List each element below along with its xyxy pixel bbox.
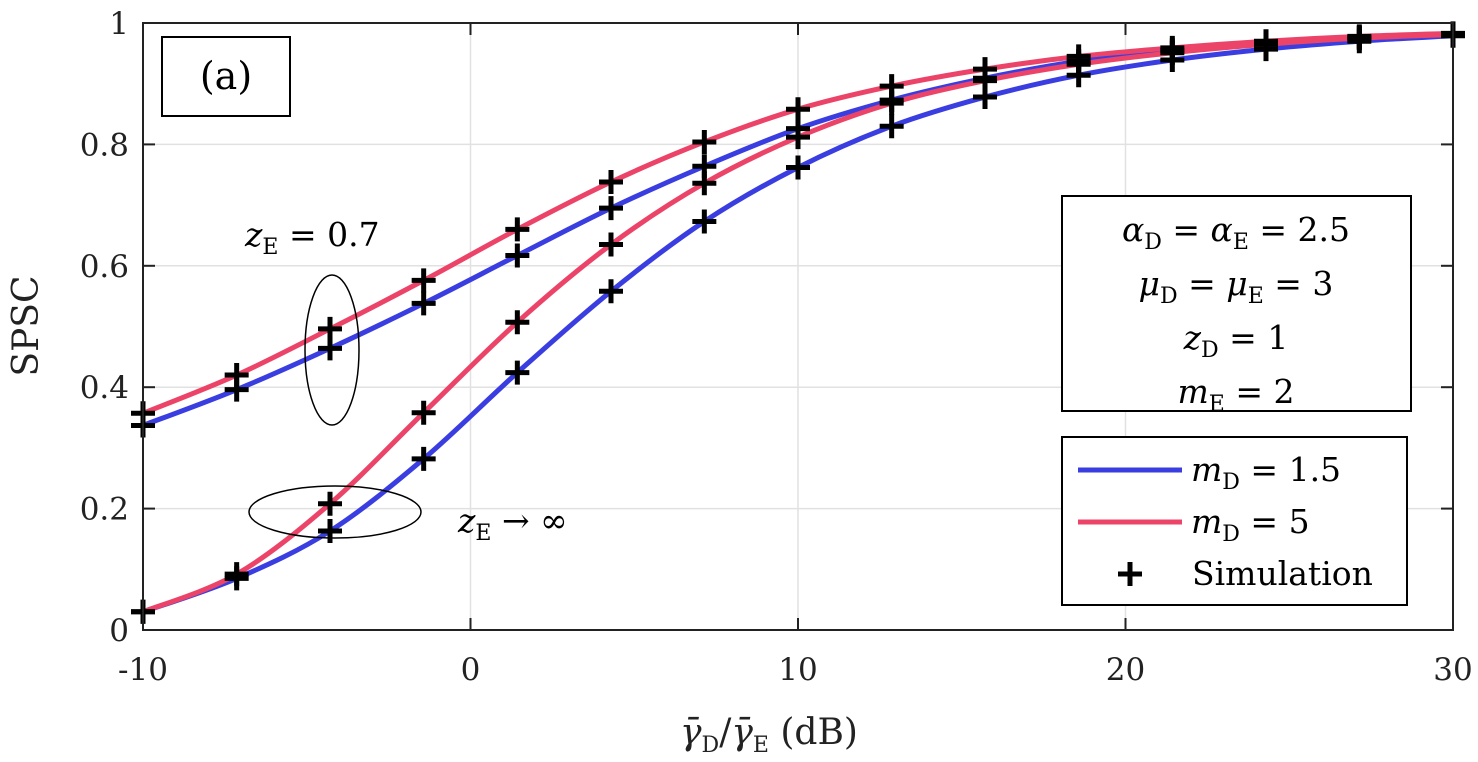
simulation-marker bbox=[879, 114, 904, 139]
series-line-3 bbox=[142, 32, 1454, 615]
group-ellipse-z-0.7 bbox=[304, 274, 360, 426]
y-tick-label: 1 bbox=[109, 6, 129, 42]
parameter-line: μD = μE = 3 bbox=[1139, 264, 1334, 309]
simulation-marker bbox=[786, 155, 810, 180]
panel-label-box bbox=[161, 36, 291, 117]
simulation-marker bbox=[786, 125, 810, 150]
simulation-marker bbox=[786, 97, 810, 122]
y-tick-label: 0.2 bbox=[80, 492, 129, 528]
x-tick-label: 0 bbox=[461, 652, 481, 688]
simulation-marker bbox=[598, 170, 623, 195]
simulation-marker bbox=[1160, 40, 1185, 65]
x-tick-label: 20 bbox=[1106, 652, 1145, 688]
x-tick-label: 30 bbox=[1433, 652, 1472, 688]
simulation-marker bbox=[598, 196, 623, 221]
simulation-marker bbox=[318, 519, 343, 544]
annotation-z-0.7: zE = 0.7 bbox=[244, 215, 380, 260]
plot-frame bbox=[142, 22, 1454, 631]
simulation-marker bbox=[1066, 52, 1091, 77]
simulation-marker bbox=[318, 491, 343, 516]
series-line-1 bbox=[142, 30, 1454, 416]
legend-label: Simulation bbox=[1192, 554, 1373, 593]
parameter-lines: αD = αE = 2.5 μD = μE = 3 zD = 1 mE = 2 bbox=[1122, 210, 1350, 417]
simulation-marker bbox=[692, 129, 717, 154]
parameter-line: αD = αE = 2.5 bbox=[1122, 210, 1350, 255]
y-tick-label: 0 bbox=[109, 613, 129, 649]
x-axis-label: γ̄D/γ̄E (dB) bbox=[680, 712, 858, 758]
simulation-marker bbox=[879, 91, 904, 116]
parameter-line: mE = 2 bbox=[1178, 372, 1295, 417]
simulation-marker bbox=[411, 400, 436, 425]
simulation-marker bbox=[505, 243, 530, 268]
panel-label: (a) bbox=[200, 54, 252, 98]
simulation-marker bbox=[505, 217, 530, 242]
simulation-marker bbox=[411, 446, 436, 471]
legend-label: mD = 1.5 bbox=[1191, 450, 1341, 495]
simulation-marker bbox=[224, 562, 249, 587]
series-line-2 bbox=[142, 33, 1454, 615]
simulation-marker bbox=[1254, 32, 1278, 57]
simulation-marker bbox=[692, 209, 717, 234]
simulation-marker bbox=[598, 279, 623, 304]
simulation-marker bbox=[692, 171, 717, 196]
simulation-marker bbox=[598, 232, 623, 257]
simulation-marker bbox=[411, 291, 436, 316]
legend: mD = 1.5 mD = 5 Simulation bbox=[1078, 450, 1373, 593]
x-tick-label: -10 bbox=[118, 652, 168, 688]
simulation-marker bbox=[973, 68, 998, 93]
simulation-marker bbox=[411, 268, 436, 293]
simulation-markers bbox=[131, 21, 1465, 624]
y-tick-label: 0.4 bbox=[80, 370, 129, 406]
series-lines bbox=[142, 30, 1454, 615]
legend-label: mD = 5 bbox=[1191, 502, 1310, 547]
legend-swatch-marker bbox=[1118, 562, 1142, 586]
y-tick-label: 0.8 bbox=[80, 127, 129, 163]
simulation-marker bbox=[505, 310, 530, 335]
y-axis-label: SPSC bbox=[6, 275, 47, 376]
simulation-marker bbox=[505, 360, 530, 385]
parameter-box bbox=[1061, 195, 1412, 412]
group-ellipse-z-inf bbox=[248, 485, 422, 539]
simulation-marker bbox=[1347, 26, 1372, 51]
x-tick-label: 10 bbox=[778, 652, 817, 688]
y-tick-label: 0.6 bbox=[80, 249, 129, 285]
parameter-line: zD = 1 bbox=[1183, 318, 1289, 363]
annotation-z-inf: zE → ∞ bbox=[457, 501, 568, 546]
simulation-marker bbox=[224, 363, 249, 388]
simulation-marker bbox=[318, 316, 343, 341]
